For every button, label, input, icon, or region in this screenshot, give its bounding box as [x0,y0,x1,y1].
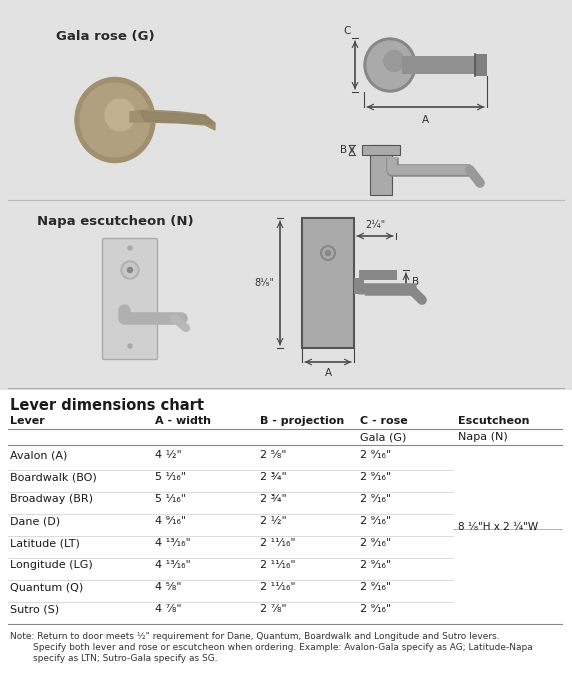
Ellipse shape [123,263,137,277]
Polygon shape [140,111,215,124]
FancyBboxPatch shape [402,56,485,74]
Text: specify as LTN; Sutro-Gala specify as SG.: specify as LTN; Sutro-Gala specify as SG… [10,654,217,663]
Text: 2 ⁵⁄₈": 2 ⁵⁄₈" [260,450,287,460]
Ellipse shape [80,83,150,157]
Ellipse shape [384,50,404,72]
Text: 2 ⁹⁄₁₆": 2 ⁹⁄₁₆" [360,516,391,526]
Ellipse shape [325,251,331,255]
Text: Latitude (LT): Latitude (LT) [10,538,80,548]
Text: Lever dimensions chart: Lever dimensions chart [10,398,204,413]
Text: 2 ½": 2 ½" [260,516,287,526]
Text: 2 ⁹⁄₁₆": 2 ⁹⁄₁₆" [360,604,391,614]
Text: 2¼": 2¼" [365,220,385,230]
Text: Escutcheon: Escutcheon [458,416,530,426]
Text: 2 ⁹⁄₁₆": 2 ⁹⁄₁₆" [360,450,391,460]
Text: A: A [422,115,429,125]
Text: Gala (G): Gala (G) [360,432,406,442]
Text: Note: Return to door meets ½" requirement for Dane, Quantum, Boardwalk and Longi: Note: Return to door meets ½" requiremen… [10,632,499,641]
Text: Dane (D): Dane (D) [10,516,60,526]
Text: 8 ¹⁄₈"H x 2 ¼"W: 8 ¹⁄₈"H x 2 ¼"W [458,522,538,532]
Ellipse shape [367,41,413,89]
Text: 4 ½": 4 ½" [155,450,182,460]
Text: Napa (N): Napa (N) [458,432,508,442]
Text: Specify both lever and rose or escutcheon when ordering. Example: Avalon-Gala sp: Specify both lever and rose or escutcheo… [10,643,533,652]
Text: 5 ¹⁄₁₆": 5 ¹⁄₁₆" [155,494,186,504]
Text: Broadway (BR): Broadway (BR) [10,494,93,504]
Bar [370,145,392,195]
Ellipse shape [128,268,133,272]
Text: 2 ⁹⁄₁₆": 2 ⁹⁄₁₆" [360,582,391,592]
Text: 5 ¹⁄₁₆": 5 ¹⁄₁₆" [155,472,186,482]
Text: 2 ⁹⁄₁₆": 2 ⁹⁄₁₆" [360,472,391,482]
Text: 2 ⁹⁄₁₆": 2 ⁹⁄₁₆" [360,494,391,504]
FancyBboxPatch shape [475,54,487,76]
Text: 4 ⁵⁄₈": 4 ⁵⁄₈" [155,582,181,592]
Text: 2 ¾": 2 ¾" [260,494,287,504]
Bar [302,218,354,348]
Text: 2 ¾": 2 ¾" [260,472,287,482]
Text: 4 ⁹⁄₁₆": 4 ⁹⁄₁₆" [155,516,186,526]
Text: 4 ¹³⁄₁₆": 4 ¹³⁄₁₆" [155,538,190,548]
Text: Avalon (A): Avalon (A) [10,450,67,460]
Text: Quantum (Q): Quantum (Q) [10,582,84,592]
Text: B - projection: B - projection [260,416,344,426]
Ellipse shape [105,99,135,131]
Text: Napa escutcheon (N): Napa escutcheon (N) [37,215,193,228]
Bar [354,278,364,294]
Text: B: B [340,145,348,155]
Text: Sutro (S): Sutro (S) [10,604,59,614]
Bar [362,145,400,155]
Text: B: B [412,277,419,287]
Ellipse shape [364,38,416,92]
Text: 4 ¹³⁄₁₆": 4 ¹³⁄₁₆" [155,560,190,570]
Text: A: A [324,368,332,378]
Ellipse shape [128,246,132,250]
Text: C: C [343,26,351,36]
Text: 2 ¹¹⁄₁₆": 2 ¹¹⁄₁₆" [260,538,296,548]
Text: 2 ¹¹⁄₁₆": 2 ¹¹⁄₁₆" [260,582,296,592]
FancyBboxPatch shape [102,238,157,360]
Text: C - rose: C - rose [360,416,408,426]
Text: Gala rose (G): Gala rose (G) [55,30,154,43]
Text: 8¹⁄₈": 8¹⁄₈" [254,278,274,288]
Text: Longitude (LG): Longitude (LG) [10,560,93,570]
Text: 4 ⁷⁄₈": 4 ⁷⁄₈" [155,604,182,614]
Text: Lever: Lever [10,416,45,426]
Text: A - width: A - width [155,416,211,426]
Bar [359,270,397,280]
Text: 2 ⁹⁄₁₆": 2 ⁹⁄₁₆" [360,560,391,570]
Text: 2 ⁷⁄₈": 2 ⁷⁄₈" [260,604,287,614]
Text: Boardwalk (BO): Boardwalk (BO) [10,472,97,482]
Text: 2 ⁹⁄₁₆": 2 ⁹⁄₁₆" [360,538,391,548]
Ellipse shape [128,344,132,348]
Ellipse shape [121,261,139,279]
Ellipse shape [75,78,155,163]
Text: 2 ¹¹⁄₁₆": 2 ¹¹⁄₁₆" [260,560,296,570]
Polygon shape [130,110,215,130]
Bar [0,390,572,681]
